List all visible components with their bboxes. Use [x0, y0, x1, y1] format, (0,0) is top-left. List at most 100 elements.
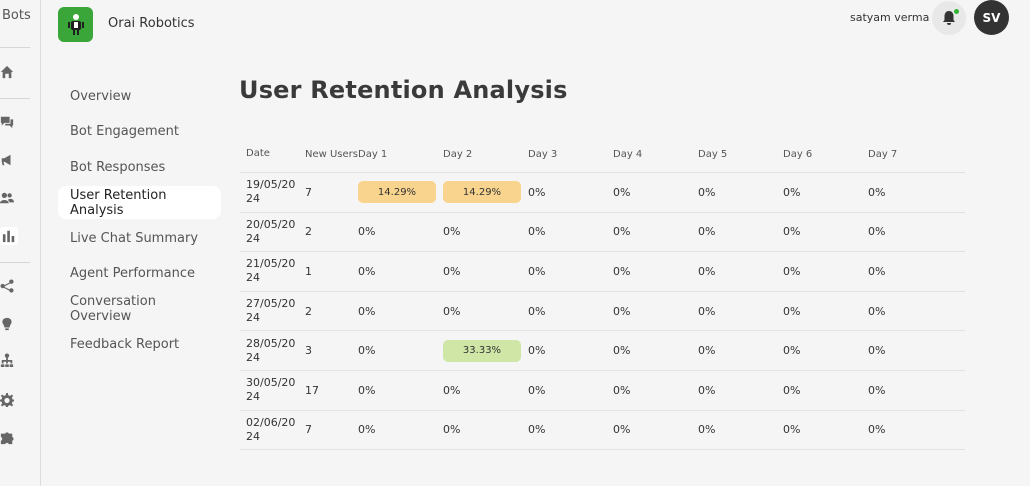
cell-day-3: 0% [528, 225, 613, 238]
retention-value: 0% [358, 264, 376, 278]
table-row: 02/06/2024 7 0% 0% 0% 0% 0% 0% 0% [240, 411, 965, 451]
retention-value: 33.33% [443, 339, 521, 362]
cell-day-1: 0% [358, 305, 443, 318]
retention-value: 0% [868, 264, 886, 278]
notifications-button[interactable] [932, 1, 966, 35]
table-body: 19/05/2024 7 14.29% 14.29% 0% 0% 0% 0% 0% 20/05/2… [240, 173, 965, 451]
cell-new-users: 2 [305, 304, 312, 318]
retention-value: 0% [613, 225, 631, 239]
retention-value: 0% [613, 423, 631, 437]
bell-icon [943, 11, 955, 25]
cell-day-1: 0% [358, 265, 443, 278]
subnav-item-bot-responses[interactable]: Bot Responses [70, 159, 166, 175]
cell-day-7: 0% [868, 344, 953, 357]
retention-value: 0% [783, 344, 801, 358]
subnav-item-agent-performance[interactable]: Agent Performance [70, 265, 195, 281]
retention-value: 0% [783, 383, 801, 397]
cell-day-2: 0% [443, 225, 528, 238]
subnav-item-user-retention-analysis[interactable]: User Retention Analysis [58, 186, 221, 220]
retention-value: 0% [358, 225, 376, 239]
cell-day-2: 0% [443, 423, 528, 436]
cell-day-4: 0% [613, 265, 698, 278]
cell-day-6: 0% [783, 305, 868, 318]
cell-day-4: 0% [613, 186, 698, 199]
avatar[interactable]: SV [974, 0, 1009, 35]
cell-day-3: 0% [528, 265, 613, 278]
cell-day-5: 0% [698, 265, 783, 278]
table-row: 19/05/2024 7 14.29% 14.29% 0% 0% 0% 0% 0% [240, 173, 965, 213]
megaphone-icon[interactable] [0, 153, 14, 167]
cell-day-1: 0% [358, 423, 443, 436]
table-row: 20/05/2024 2 0% 0% 0% 0% 0% 0% 0% [240, 213, 965, 253]
page-title: User Retention Analysis [239, 76, 568, 104]
cell-date: 30/05/2024 [246, 376, 296, 404]
cell-day-6: 0% [783, 186, 868, 199]
cell-day-2: 33.33% [443, 339, 528, 362]
retention-value: 0% [358, 383, 376, 397]
bar-chart-icon[interactable] [0, 227, 18, 245]
cell-day-5: 0% [698, 186, 783, 199]
icon-rail: Bots [0, 0, 41, 486]
cell-day-2: 0% [443, 305, 528, 318]
retention-value: 0% [868, 423, 886, 437]
column-header-date: Date [246, 148, 270, 159]
retention-value: 0% [868, 383, 886, 397]
cell-new-users: 17 [305, 383, 319, 397]
cell-day-7: 0% [868, 225, 953, 238]
user-name[interactable]: satyam verma [850, 11, 930, 24]
retention-value: 0% [613, 344, 631, 358]
retention-value: 0% [443, 423, 461, 437]
subnav-item-bot-engagement[interactable]: Bot Engagement [70, 124, 180, 140]
cell-day-7: 0% [868, 265, 953, 278]
cell-day-3: 0% [528, 344, 613, 357]
cell-day-7: 0% [868, 423, 953, 436]
column-header-day-3: Day 3 [528, 148, 558, 160]
cell-day-2: 14.29% [443, 181, 528, 204]
cell-day-4: 0% [613, 344, 698, 357]
cell-day-6: 0% [783, 344, 868, 357]
cell-day-4: 0% [613, 423, 698, 436]
retention-value: 0% [528, 423, 546, 437]
brand-name: Orai Robotics [108, 16, 195, 31]
retention-table: Date New Users Day 1 Day 2 Day 3 Day 4 D… [240, 136, 965, 451]
table-row: 27/05/2024 2 0% 0% 0% 0% 0% 0% 0% [240, 292, 965, 332]
users-icon[interactable] [0, 191, 14, 205]
share-nodes-icon[interactable] [0, 279, 14, 293]
cell-day-1: 14.29% [358, 181, 443, 204]
lightbulb-icon[interactable] [0, 317, 14, 331]
retention-value: 0% [528, 264, 546, 278]
gear-icon[interactable] [0, 393, 14, 407]
subnav-item-overview[interactable]: Overview [70, 89, 132, 104]
column-header-day-6: Day 6 [783, 148, 813, 160]
rail-divider [0, 47, 30, 48]
retention-value: 0% [698, 423, 716, 437]
cell-new-users: 7 [305, 423, 312, 437]
retention-value: 0% [358, 304, 376, 318]
column-header-day-7: Day 7 [868, 148, 898, 160]
retention-value: 0% [868, 304, 886, 318]
subnav-item-live-chat-summary[interactable]: Live Chat Summary [70, 230, 199, 246]
retention-value: 0% [783, 264, 801, 278]
robot-logo-icon [67, 13, 84, 35]
cell-day-6: 0% [783, 225, 868, 238]
retention-value: 0% [868, 185, 886, 199]
column-header-day-1: Day 1 [358, 148, 388, 160]
retention-value: 0% [528, 383, 546, 397]
retention-value: 0% [783, 304, 801, 318]
retention-value: 0% [528, 344, 546, 358]
cell-day-7: 0% [868, 384, 953, 397]
subnav-item-conversation-overview[interactable]: Conversation Overview [70, 293, 156, 324]
column-header-day-4: Day 4 [613, 148, 643, 160]
retention-value: 0% [783, 423, 801, 437]
subnav-item-feedback-report[interactable]: Feedback Report [70, 336, 180, 352]
table-row: 28/05/2024 3 0% 33.33% 0% 0% 0% 0% 0% [240, 331, 965, 371]
chat-icon[interactable] [0, 115, 14, 129]
home-icon[interactable] [0, 65, 14, 79]
puzzle-icon[interactable] [0, 431, 14, 445]
retention-value: 14.29% [358, 181, 436, 204]
hierarchy-icon[interactable] [0, 353, 14, 367]
cell-day-3: 0% [528, 186, 613, 199]
retention-value: 0% [698, 304, 716, 318]
retention-value: 0% [528, 225, 546, 239]
retention-value: 0% [698, 225, 716, 239]
